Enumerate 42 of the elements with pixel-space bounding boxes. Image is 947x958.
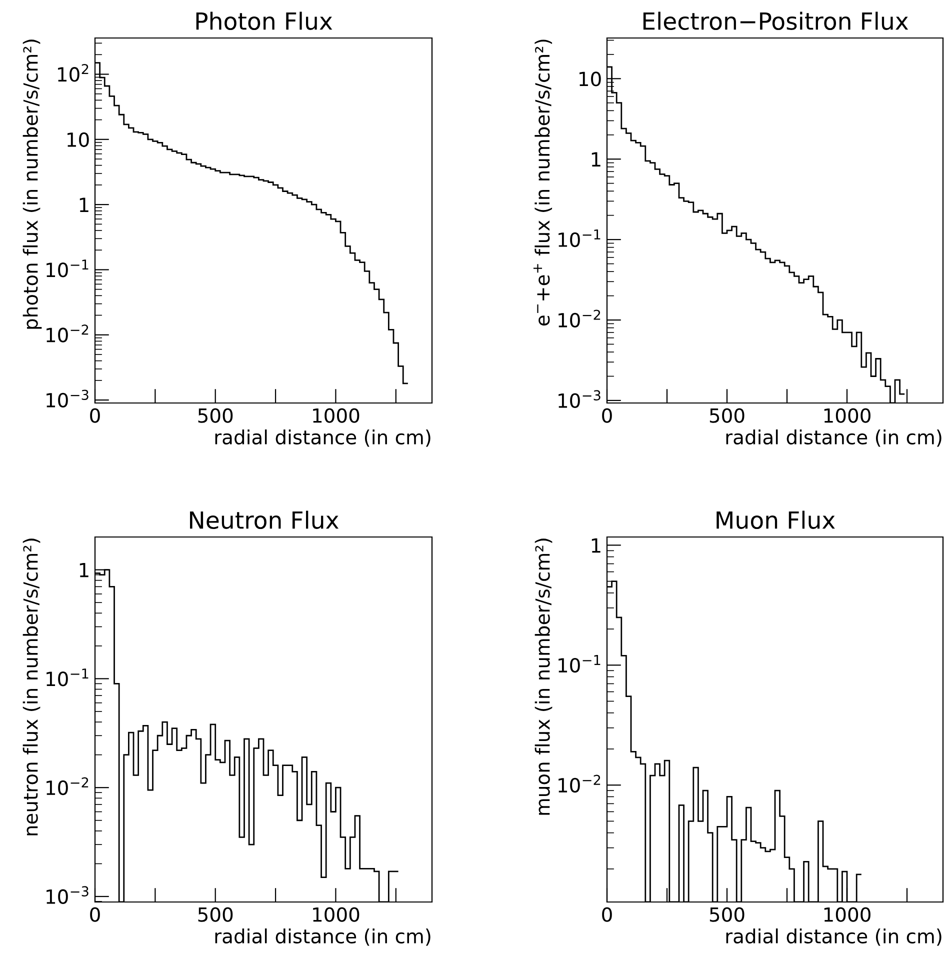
chart-title: Photon Flux (196, 12, 332, 30)
y-tick-label: 1 (592, 152, 600, 166)
x-tick-label: 500 (198, 408, 233, 423)
x-tick-label: 1000 (824, 907, 870, 922)
y-tick-label: 10$^{−2}$ (46, 777, 88, 796)
x-tick-label: 1000 (313, 907, 360, 922)
y-tick-label: 1 (80, 198, 88, 212)
x-tick-label: 1000 (313, 408, 360, 423)
chart-title: Electron−Positron Flux (643, 12, 908, 30)
y-tick-label: 10 (68, 132, 89, 148)
y-tick-label: 10$^{−3}$ (558, 390, 600, 408)
y-tick-label: 10$^{−3}$ (46, 886, 88, 904)
x-tick-label: 0 (90, 408, 100, 423)
x-axis-title: radial distance (in cm) (726, 429, 942, 447)
x-tick-label: 0 (90, 907, 100, 922)
x-tick-label: 0 (602, 408, 612, 423)
y-tick-label: 10$^{−2}$ (558, 774, 600, 793)
chart-title: Neutron Flux (190, 510, 339, 529)
y-tick-label: 1 (592, 538, 600, 553)
y-axis-title: e$^{−}$+e$^{+}$ flux (in number/s/cm²) (533, 40, 552, 326)
y-axis-title: neutron flux (in number/s/cm²) (22, 538, 40, 836)
y-tick-label: 10$^{−2}$ (46, 324, 88, 342)
y-axis-title: photon flux (in number/s/cm²) (22, 40, 42, 329)
chart-title: Muon Flux (716, 510, 835, 529)
x-tick-label: 0 (602, 907, 612, 922)
x-tick-label: 500 (710, 907, 744, 922)
y-tick-label: 10$^{−1}$ (46, 668, 88, 686)
y-tick-label: 10$^{2}$ (58, 64, 88, 82)
y-tick-label: 10 (580, 72, 601, 86)
x-tick-label: 500 (710, 408, 744, 423)
y-tick-label: 1 (80, 562, 88, 578)
y-tick-label: 10$^{−3}$ (46, 390, 88, 408)
y-tick-label: 10$^{−1}$ (558, 655, 600, 673)
y-tick-label: 10$^{−1}$ (46, 260, 88, 278)
x-axis-title: radial distance (in cm) (215, 429, 430, 447)
x-axis-title: radial distance (in cm) (726, 928, 942, 946)
y-axis-title: muon flux (in number/s/cm²) (534, 538, 552, 815)
x-tick-label: 500 (198, 907, 233, 922)
y-tick-label: 10$^{−1}$ (558, 229, 600, 248)
x-tick-label: 1000 (824, 408, 870, 423)
y-tick-label: 10$^{−2}$ (558, 310, 600, 328)
x-axis-title: radial distance (in cm) (215, 928, 430, 946)
